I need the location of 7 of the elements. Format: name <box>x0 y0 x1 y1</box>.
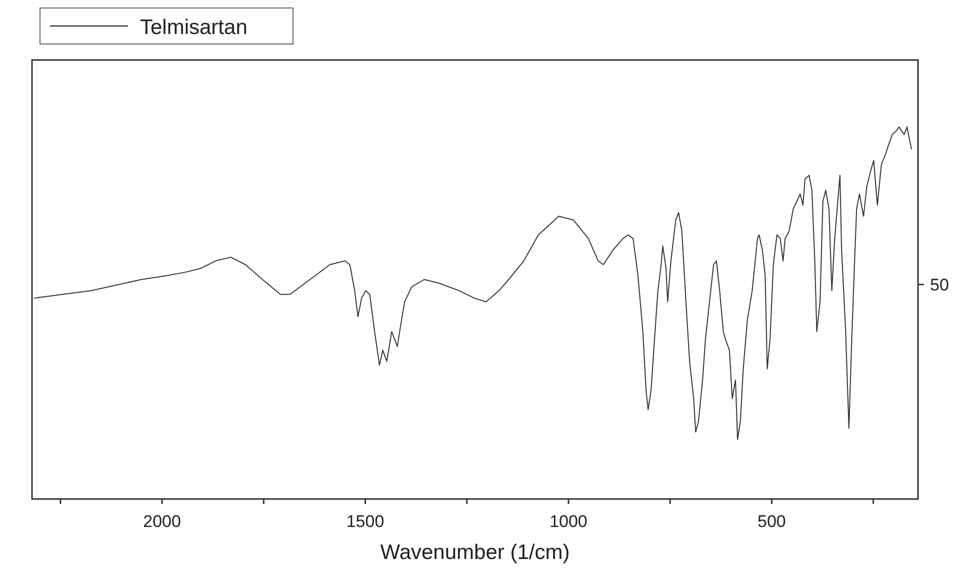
x-tick-label: 1000 <box>550 512 588 531</box>
x-axis-title: Wavenumber (1/cm) <box>380 541 570 564</box>
x-tick-label: 500 <box>758 512 786 531</box>
x-tick-label: 1500 <box>346 512 384 531</box>
x-tick-label: 2000 <box>143 512 181 531</box>
legend-label: Telmisartan <box>140 16 248 39</box>
text: 50 <box>930 276 949 294</box>
